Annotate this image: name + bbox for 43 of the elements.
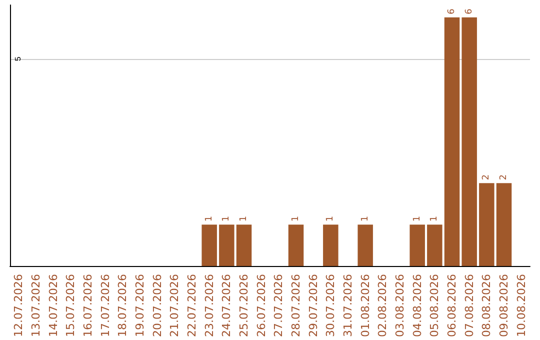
x-tick-label: 25.07.2026 bbox=[238, 274, 250, 338]
x-tick-label: 29.07.2026 bbox=[306, 274, 320, 338]
x-tick-label: 23.07.2026 bbox=[202, 274, 216, 338]
x-tick-label: 02.08.2026 bbox=[376, 274, 390, 338]
x-tick-label: 03.08.2026 bbox=[394, 274, 406, 338]
x-tick-label: 17.07.2026 bbox=[98, 274, 112, 338]
x-tick-label: 28.07.2026 bbox=[290, 274, 302, 338]
x-tick-label: 16.07.2026 bbox=[82, 274, 94, 338]
data-label: 2 bbox=[482, 174, 492, 180]
x-tick-label: 07.08.2026 bbox=[462, 274, 476, 338]
x-tick-label: 20.07.2026 bbox=[150, 274, 164, 338]
x-tick-label: 18.07.2026 bbox=[116, 274, 130, 338]
data-label: 1 bbox=[291, 216, 301, 222]
x-tick-label: 24.07.2026 bbox=[220, 274, 234, 338]
data-label: 1 bbox=[326, 216, 336, 222]
x-tick-label: 22.07.2026 bbox=[186, 274, 198, 338]
x-tick-label: 04.08.2026 bbox=[410, 274, 424, 338]
x-tick-label: 21.07.2026 bbox=[168, 274, 182, 338]
data-label: 2 bbox=[499, 174, 509, 180]
x-tick-label: 05.08.2026 bbox=[428, 274, 442, 338]
data-label: 6 bbox=[464, 8, 474, 14]
x-tick-label: 08.08.2026 bbox=[480, 274, 494, 338]
x-tick-label: 31.07.2026 bbox=[342, 274, 354, 338]
x-tick-label: 09.08.2026 bbox=[498, 274, 510, 338]
data-label: 1 bbox=[239, 216, 249, 222]
x-tick-label: 30.07.2026 bbox=[324, 274, 338, 338]
y-tick-label: 5 bbox=[14, 56, 22, 62]
x-tick-label: 12.07.2026 bbox=[12, 274, 26, 338]
x-tick-label: 10.08.2026 bbox=[514, 274, 528, 338]
data-label: 1 bbox=[204, 216, 214, 222]
x-tick-label: 26.07.2026 bbox=[254, 274, 268, 338]
x-tick-label: 19.07.2026 bbox=[134, 274, 146, 338]
x-tick-label: 14.07.2026 bbox=[46, 274, 60, 338]
x-tick-label: 27.07.2026 bbox=[272, 274, 286, 338]
x-tick-label: 15.07.2026 bbox=[64, 274, 78, 338]
data-label: 1 bbox=[222, 216, 232, 222]
data-label: 1 bbox=[412, 216, 422, 222]
x-tick-label: 13.07.2026 bbox=[30, 274, 42, 338]
data-label: 1 bbox=[360, 216, 370, 222]
x-tick-label: 06.08.2026 bbox=[446, 274, 458, 338]
x-tick-label: 01.08.2026 bbox=[358, 274, 372, 338]
data-label: 1 bbox=[430, 216, 440, 222]
data-label: 6 bbox=[447, 8, 457, 14]
